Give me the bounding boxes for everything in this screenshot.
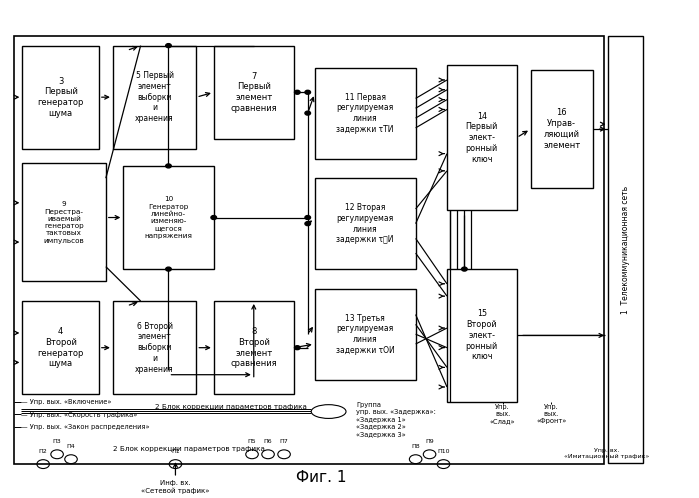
- Bar: [22, 163, 106, 281]
- Circle shape: [294, 90, 300, 94]
- Text: Группа
упр. вых. «Задержка»:
«Задержка 1»
«Задержка 2»
«Задержка 3»: Группа упр. вых. «Задержка»: «Задержка 1…: [356, 402, 436, 438]
- Bar: [609, 36, 643, 463]
- Circle shape: [211, 216, 217, 220]
- Text: 10
Генератор
линейно-
изменяю-
щегося
напряжения: 10 Генератор линейно- изменяю- щегося на…: [145, 196, 192, 239]
- Text: Упр. вх.
«Имитационный трафик»: Упр. вх. «Имитационный трафик»: [565, 448, 650, 459]
- Text: П5: П5: [247, 439, 257, 444]
- Text: 5 Первый
элемент
выборки
и
хранения: 5 Первый элемент выборки и хранения: [135, 71, 174, 123]
- Bar: [531, 70, 593, 188]
- Text: — Упр. вых. «Закон распределения»: — Упр. вых. «Закон распределения»: [21, 424, 150, 430]
- Bar: [113, 46, 196, 149]
- Ellipse shape: [311, 405, 346, 418]
- Text: Инф. вх.
«Сетевой трафик»: Инф. вх. «Сетевой трафик»: [141, 480, 210, 494]
- Text: Упр.
вых.
«Фронт»: Упр. вых. «Фронт»: [536, 404, 567, 424]
- Circle shape: [305, 111, 310, 115]
- Circle shape: [166, 164, 171, 168]
- Text: 4
Второй
генератор
шума: 4 Второй генератор шума: [37, 327, 84, 369]
- Bar: [22, 301, 99, 394]
- Text: П9: П9: [425, 439, 434, 444]
- Bar: [447, 269, 517, 402]
- Bar: [315, 68, 416, 158]
- Text: 11 Первая
регулируемая
линия
задержки τΤИ: 11 Первая регулируемая линия задержки τΤ…: [336, 93, 394, 134]
- Text: 7
Первый
элемент
сравнения: 7 Первый элемент сравнения: [231, 72, 277, 113]
- Circle shape: [305, 222, 310, 226]
- Bar: [113, 301, 196, 394]
- Text: П10: П10: [438, 449, 449, 454]
- Text: 2 Блок коррекции параметров трафика: 2 Блок коррекции параметров трафика: [154, 404, 306, 410]
- Text: Фиг. 1: Фиг. 1: [296, 470, 347, 485]
- Text: 9
Перестра-
иваемый
генератор
тактовых
импульсов: 9 Перестра- иваемый генератор тактовых и…: [43, 201, 85, 244]
- Bar: [447, 65, 517, 210]
- Bar: [214, 301, 294, 394]
- Text: 3
Первый
генератор
шума: 3 Первый генератор шума: [37, 77, 84, 118]
- Text: 13 Третья
регулируемая
линия
задержки τОИ: 13 Третья регулируемая линия задержки τО…: [336, 314, 394, 355]
- Bar: [315, 289, 416, 379]
- Text: 15
Второй
элект-
ронный
ключ: 15 Второй элект- ронный ключ: [466, 309, 498, 362]
- Circle shape: [305, 216, 310, 220]
- Circle shape: [166, 267, 171, 271]
- Text: — Упр. вых. «Включение»: — Упр. вых. «Включение»: [21, 399, 111, 405]
- Circle shape: [166, 44, 171, 48]
- Text: 2 Блок коррекции параметров трафика: 2 Блок коррекции параметров трафика: [113, 446, 265, 452]
- Text: 6 Второй
элемент
выборки
и
хранения: 6 Второй элемент выборки и хранения: [135, 322, 174, 374]
- Text: 12 Вторая
регулируемая
линия
задержки τ΢И: 12 Вторая регулируемая линия задержки τ΢…: [336, 203, 394, 245]
- Bar: [123, 166, 214, 269]
- Bar: [14, 36, 605, 464]
- Text: — Упр. вых. «Скорость трафика»: — Упр. вых. «Скорость трафика»: [21, 411, 137, 417]
- Text: П2: П2: [38, 449, 48, 454]
- Circle shape: [294, 346, 300, 350]
- Circle shape: [461, 267, 467, 271]
- Text: 8
Второй
элемент
сравнения: 8 Второй элемент сравнения: [231, 327, 277, 369]
- Bar: [315, 178, 416, 269]
- Text: 1  Телекоммуникационная сеть: 1 Телекоммуникационная сеть: [621, 185, 630, 314]
- Text: П6: П6: [264, 439, 273, 444]
- Circle shape: [305, 90, 310, 94]
- Text: П7: П7: [280, 439, 289, 444]
- Text: П4: П4: [66, 444, 75, 449]
- Text: П8: П8: [411, 444, 420, 449]
- Text: 16
Управ-
ляющий
элемент: 16 Управ- ляющий элемент: [543, 109, 580, 150]
- Text: П3: П3: [52, 439, 62, 444]
- Text: П1: П1: [171, 449, 180, 454]
- Bar: [214, 46, 294, 139]
- Bar: [22, 46, 99, 149]
- Text: Упр.
вых.
«Слад»: Упр. вых. «Слад»: [490, 404, 515, 424]
- Text: 14
Первый
элект-
ронный
ключ: 14 Первый элект- ронный ключ: [466, 112, 498, 164]
